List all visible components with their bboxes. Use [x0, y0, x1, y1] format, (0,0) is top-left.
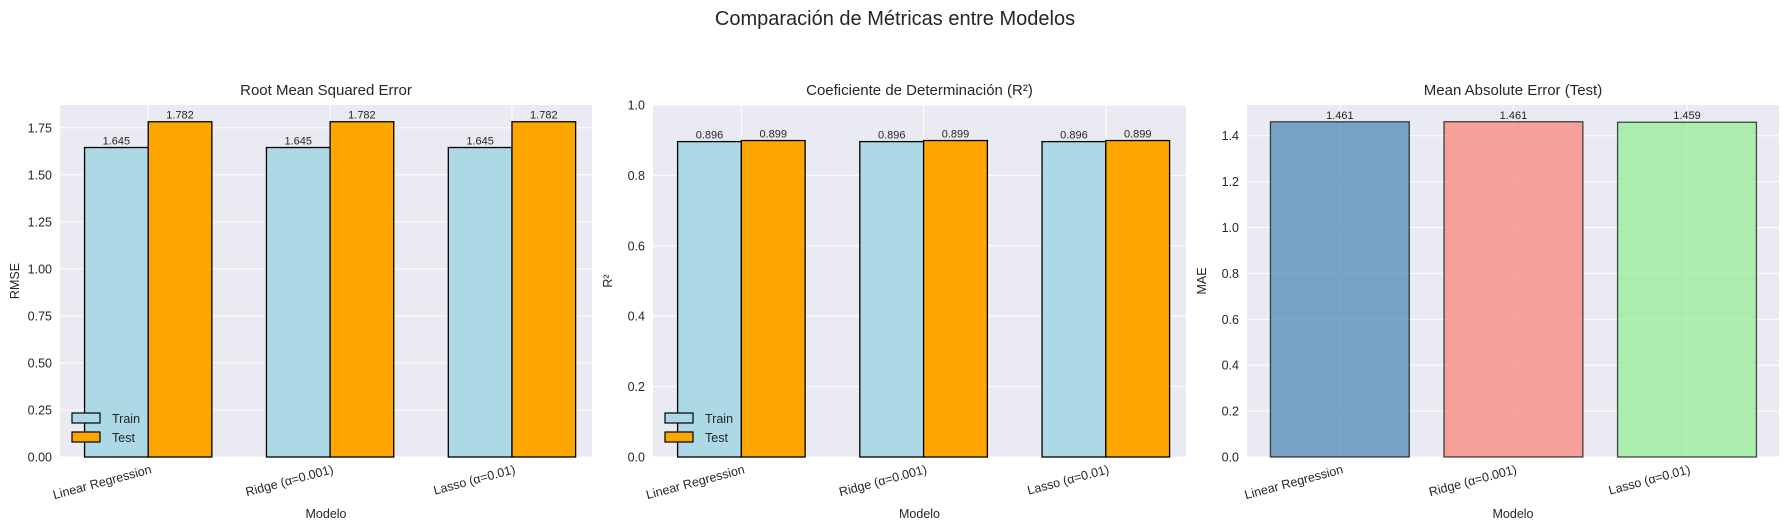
bar-value-label: 0.896: [878, 130, 906, 142]
x-tick-label: Linear Regression: [51, 462, 153, 502]
bar-test: [740, 139, 806, 458]
y-tick-label: 0.8: [1222, 267, 1239, 281]
y-tick-label: 0.4: [1222, 359, 1239, 373]
x-tick-label: Ridge (α=0.001): [838, 462, 929, 499]
legend-swatch-train: [664, 412, 694, 424]
bar-test: [922, 139, 989, 458]
bar-test: [147, 121, 213, 458]
x-axis-label: Modelo: [1493, 507, 1534, 521]
bars: 1.461 1.461 1.459: [1269, 110, 1758, 458]
x-tick-label: Linear Regression: [645, 462, 747, 502]
bar-mae: [1269, 121, 1410, 458]
x-tick-label: Ridge (α=0.001): [1427, 462, 1518, 499]
bar-value-label: 1.782: [166, 110, 194, 122]
y-axis-label: RMSE: [8, 263, 22, 299]
panel-title: Coeficiente de Determinación (R²): [806, 82, 1033, 99]
y-tick-label: 0.0: [1222, 451, 1239, 465]
bars: 0.896 0.896 0.896 0.899 0.899 0.899: [676, 129, 1171, 458]
y-tick-label: 0.2: [1222, 405, 1239, 419]
y-tick-label: 0.0: [628, 451, 645, 465]
bar-value-label: 1.461: [1326, 110, 1354, 122]
bar-value-label: 0.896: [696, 130, 724, 142]
y-tick-label: 0.6: [628, 239, 645, 253]
panel-rmse: Root Mean Squared Error Modelo RMSE 0.00…: [8, 82, 592, 521]
legend-label-test: Test: [112, 431, 135, 445]
y-tick-label: 0.2: [628, 380, 645, 394]
legend-label-test: Test: [705, 431, 728, 445]
legend-label-train: Train: [705, 412, 733, 426]
y-tick-label: 1.00: [28, 262, 52, 276]
legend-swatch-train: [71, 412, 101, 424]
bar-train: [859, 140, 925, 458]
bar-value-label: 1.645: [284, 136, 312, 148]
panel-title: Mean Absolute Error (Test): [1424, 82, 1602, 99]
bar-test: [329, 121, 395, 458]
bar-test: [511, 121, 577, 458]
figure-suptitle: Comparación de Métricas entre Modelos: [715, 8, 1075, 30]
x-axis-label: Modelo: [899, 507, 940, 521]
x-tick-label: Linear Regression: [1243, 462, 1345, 502]
y-tick-label: 0.75: [28, 309, 52, 323]
y-axis-label: R²: [601, 274, 615, 287]
bar-train: [265, 146, 331, 458]
y-tick-label: 0.8: [628, 169, 645, 183]
bar-value-label: 0.899: [1124, 129, 1152, 141]
x-tick-label: Lasso (α=0.01): [1607, 462, 1692, 497]
bar-mae: [1616, 121, 1758, 458]
panel-title: Root Mean Squared Error: [240, 82, 412, 99]
x-tick-label: Lasso (α=0.01): [1026, 462, 1111, 497]
y-tick-label: 0.6: [1222, 313, 1239, 327]
y-tick-label: 1.4: [1222, 129, 1239, 143]
bar-value-label: 0.896: [1060, 130, 1088, 142]
bar-value-label: 0.899: [942, 129, 970, 141]
bar-value-label: 1.782: [348, 110, 376, 122]
y-tick-label: 0.50: [28, 356, 52, 370]
y-tick-label: 1.75: [28, 121, 52, 135]
bar-train: [676, 140, 743, 458]
bar-mae: [1443, 121, 1584, 458]
bar-value-label: 1.459: [1673, 110, 1701, 122]
bar-value-label: 1.645: [103, 136, 131, 148]
y-axis-label: MAE: [1195, 267, 1209, 294]
legend: Train Test: [664, 412, 733, 445]
y-tick-label: 1.2: [1222, 175, 1239, 189]
y-tick-label: 1.50: [28, 168, 52, 182]
legend-swatch-test: [71, 431, 101, 443]
bar-test: [1105, 139, 1171, 458]
legend-label-train: Train: [112, 412, 140, 426]
y-tick-label: 0.00: [28, 451, 52, 465]
legend: Train Test: [71, 412, 140, 445]
panel-mae: Mean Absolute Error (Test) Modelo MAE 0.…: [1195, 82, 1779, 521]
legend-swatch-test: [664, 431, 694, 443]
bar-train: [447, 146, 513, 458]
y-tick-label: 0.4: [628, 310, 645, 324]
bar-value-label: 1.645: [466, 136, 494, 148]
x-tick-label: Lasso (α=0.01): [432, 462, 517, 497]
bar-train: [1041, 140, 1107, 458]
y-tick-label: 1.25: [28, 215, 52, 229]
y-tick-label: 1.0: [628, 99, 645, 113]
bar-value-label: 0.899: [760, 129, 788, 141]
panel-r2: Coeficiente de Determinación (R²) Modelo…: [601, 82, 1186, 521]
y-tick-label: 0.25: [28, 403, 52, 417]
bar-train: [83, 146, 149, 458]
bar-value-label: 1.461: [1500, 110, 1528, 122]
y-tick-label: 1.0: [1222, 221, 1239, 235]
bars: 1.645 1.645 1.645 1.782 1.782 1.782: [83, 110, 577, 458]
x-tick-label: Ridge (α=0.001): [244, 462, 335, 499]
bar-value-label: 1.782: [530, 110, 558, 122]
x-axis-label: Modelo: [306, 507, 347, 521]
